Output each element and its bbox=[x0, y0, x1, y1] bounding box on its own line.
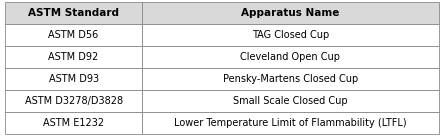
Bar bbox=[5, 46, 142, 68]
Text: TAG Closed Cup: TAG Closed Cup bbox=[252, 30, 329, 40]
Text: Pensky-Martens Closed Cup: Pensky-Martens Closed Cup bbox=[222, 74, 358, 84]
Bar bbox=[142, 112, 439, 134]
Text: Lower Temperature Limit of Flammability (LTFL): Lower Temperature Limit of Flammability … bbox=[174, 118, 407, 128]
Bar bbox=[142, 68, 439, 90]
Text: Cleveland Open Cup: Cleveland Open Cup bbox=[240, 52, 340, 62]
Bar bbox=[5, 68, 142, 90]
Text: ASTM D93: ASTM D93 bbox=[48, 74, 99, 84]
Bar bbox=[142, 46, 439, 68]
Bar bbox=[142, 24, 439, 46]
Bar bbox=[142, 90, 439, 112]
Bar bbox=[5, 90, 142, 112]
Bar bbox=[5, 112, 142, 134]
Bar bbox=[5, 2, 142, 24]
Text: ASTM D92: ASTM D92 bbox=[48, 52, 99, 62]
Text: ASTM D3278/D3828: ASTM D3278/D3828 bbox=[24, 96, 123, 106]
Text: Apparatus Name: Apparatus Name bbox=[241, 8, 340, 18]
Text: Small Scale Closed Cup: Small Scale Closed Cup bbox=[233, 96, 348, 106]
Text: ASTM E1232: ASTM E1232 bbox=[43, 118, 104, 128]
Text: ASTM D56: ASTM D56 bbox=[48, 30, 99, 40]
Text: ASTM Standard: ASTM Standard bbox=[28, 8, 119, 18]
Bar bbox=[142, 2, 439, 24]
Bar bbox=[5, 24, 142, 46]
